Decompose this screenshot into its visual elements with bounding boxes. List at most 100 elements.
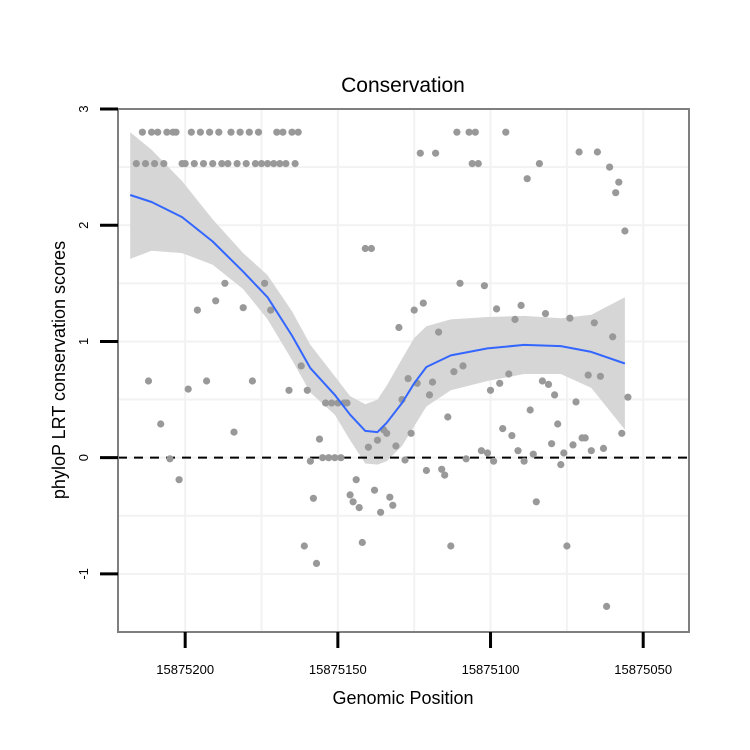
data-point	[599, 444, 608, 452]
data-point	[520, 457, 528, 465]
y-tick-label: 0	[76, 454, 91, 461]
data-point	[282, 160, 290, 168]
data-point	[144, 377, 153, 385]
data-point	[486, 386, 495, 394]
data-point	[422, 466, 430, 475]
data-point	[373, 436, 382, 444]
data-point	[410, 306, 418, 314]
data-point	[435, 328, 443, 336]
data-point	[453, 128, 461, 136]
data-point	[196, 128, 204, 136]
data-point	[548, 440, 556, 448]
data-point	[404, 375, 412, 383]
data-point	[215, 128, 223, 136]
data-point	[593, 148, 602, 156]
data-point	[331, 454, 339, 462]
data-point	[367, 244, 375, 253]
data-point	[523, 175, 531, 183]
data-point	[419, 299, 427, 307]
confidence-ribbon-layer	[130, 132, 625, 465]
data-point	[141, 160, 150, 168]
x-axis: 15875200 15875150 15875100 15875050	[156, 632, 672, 677]
data-point	[569, 441, 577, 449]
data-point	[273, 128, 281, 136]
data-point	[615, 178, 623, 186]
data-point	[370, 486, 379, 494]
data-point	[529, 450, 537, 458]
data-point	[349, 498, 357, 506]
data-point	[346, 491, 354, 499]
data-point	[315, 435, 324, 443]
data-point	[401, 456, 409, 464]
data-point	[291, 160, 299, 168]
data-point	[502, 128, 510, 136]
x-tick-label: 15875150	[309, 662, 367, 677]
data-point	[288, 128, 296, 136]
data-point	[154, 128, 162, 136]
smooth-curve-layer	[129, 194, 626, 434]
data-point	[322, 399, 330, 407]
data-point	[618, 429, 626, 437]
data-point	[160, 160, 168, 168]
data-point	[535, 160, 544, 168]
data-point	[392, 442, 400, 450]
data-point	[462, 455, 470, 463]
data-point	[468, 160, 476, 168]
data-point	[560, 449, 568, 457]
data-point	[465, 128, 473, 136]
data-point	[603, 602, 611, 611]
data-point	[300, 542, 308, 550]
data-point	[450, 368, 458, 376]
data-point	[148, 128, 156, 136]
data-point	[267, 306, 275, 314]
data-point	[212, 297, 220, 305]
data-point	[276, 160, 284, 168]
data-point	[199, 160, 208, 168]
data-point	[157, 420, 165, 428]
data-point	[612, 189, 620, 197]
x-tick-label: 15875200	[156, 662, 214, 677]
data-point	[294, 128, 302, 136]
data-point	[566, 314, 574, 322]
data-point	[230, 428, 238, 436]
data-point	[526, 406, 534, 414]
panel-border	[117, 108, 690, 633]
data-point	[193, 306, 201, 314]
data-point	[438, 465, 446, 473]
y-tick-label: 1	[76, 338, 91, 345]
data-point	[416, 149, 424, 157]
data-point	[248, 377, 256, 385]
data-point	[395, 323, 403, 332]
data-point	[175, 476, 183, 484]
data-point	[172, 128, 180, 136]
data-point	[563, 542, 571, 550]
confidence-ribbon	[130, 132, 625, 465]
data-point	[306, 457, 314, 465]
data-point	[355, 504, 363, 512]
x-tick-label: 15875100	[462, 662, 520, 677]
data-point	[163, 128, 171, 136]
y-axis: -1 0 1 2 3	[76, 105, 118, 580]
data-point	[279, 128, 287, 136]
data-point	[309, 494, 317, 502]
data-point	[236, 128, 244, 136]
data-point	[233, 160, 241, 168]
data-point	[538, 377, 547, 385]
data-point	[477, 447, 485, 455]
data-point	[297, 362, 305, 370]
data-point	[444, 413, 452, 421]
data-point	[575, 148, 583, 156]
data-point	[621, 227, 629, 235]
x-axis-label: Genomic Position	[332, 688, 473, 708]
data-point	[181, 160, 189, 168]
data-point	[386, 493, 394, 501]
data-point	[456, 279, 464, 287]
data-point	[337, 454, 345, 462]
y-tick-label: 2	[76, 222, 91, 229]
data-point	[203, 377, 211, 385]
data-point	[505, 370, 513, 378]
x-tick-label: 15875050	[614, 662, 672, 677]
data-point	[554, 420, 562, 428]
data-point	[227, 128, 235, 136]
